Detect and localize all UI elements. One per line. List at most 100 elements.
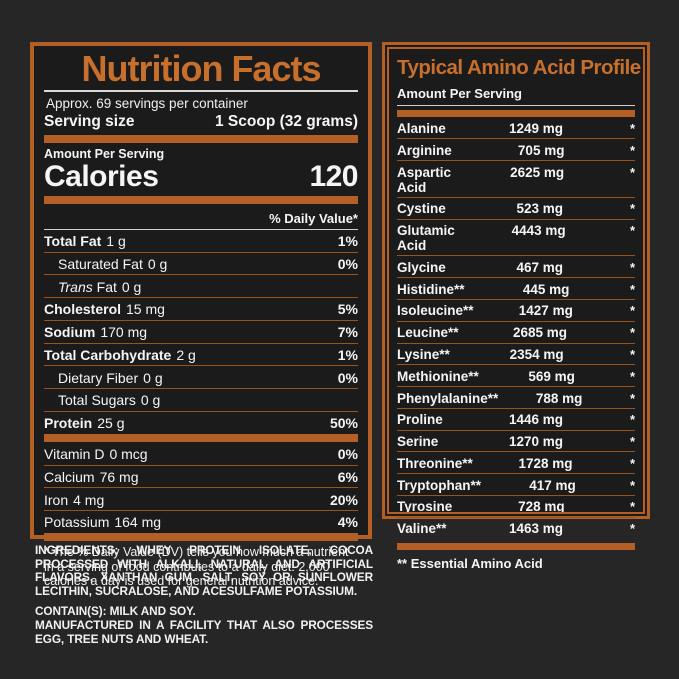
amount-per-serving-label: Amount Per Serving [44, 146, 165, 161]
asterisk-mark: * [629, 223, 635, 239]
nutrient-row-total-carbohydrate: Total Carbohydrate 2 g 1% [44, 342, 358, 366]
amino-name: Tryptophan** [397, 477, 482, 493]
nutrient-daily-value: 0% [337, 255, 358, 272]
nutrient-row-saturated-fat: Saturated Fat 0 g 0% [44, 251, 358, 275]
nutrient-name: Iron 4 mg [44, 491, 105, 508]
thick-divider-bar [44, 433, 358, 442]
manufactured-text: MANUFACTURED IN A FACILITY THAT ALSO PRO… [35, 617, 373, 646]
amino-name: Methionine** [397, 368, 479, 384]
amino-row-tryptophan: Tryptophan** 417 mg * [397, 474, 635, 497]
thick-divider-bar [44, 532, 358, 541]
calories-value: 120 [309, 159, 358, 193]
amino-amount: 467 mg [516, 259, 563, 275]
ingredients-text: INGREDIENTS: WHEY PROTEIN ISOLATE, COCOA… [35, 543, 373, 598]
serving-size-label: Serving size [44, 112, 135, 130]
amino-row-glycine: Glycine 467 mg * [397, 256, 635, 279]
serving-size-value: 1 Scoop (32 grams) [215, 112, 358, 130]
asterisk-mark: * [629, 477, 635, 493]
asterisk-mark: * [629, 325, 635, 341]
amino-row-threonine: Threonine** 1728 mg * [397, 452, 635, 475]
nutrient-row-cholesterol: Cholesterol 15 mg 5% [44, 297, 358, 320]
amino-name: Phenylalanine** [397, 390, 499, 406]
nutrient-daily-value: 4% [337, 514, 358, 531]
thick-divider-bar [397, 109, 635, 117]
nutrient-name: Total Fat 1 g [44, 232, 126, 249]
nutrient-amount: 0 g [121, 278, 142, 295]
nutrient-amount: 4 mg [73, 491, 105, 508]
asterisk-mark: * [629, 120, 635, 136]
servings-per-container: Approx. 69 servings per container [46, 95, 248, 111]
nutrition-facts-panel: Nutrition Facts Approx. 69 servings per … [30, 42, 372, 588]
asterisk-mark: * [629, 390, 635, 406]
nutrient-name: Sodium 170 mg [44, 324, 148, 341]
asterisk-mark: * [629, 164, 635, 180]
nutrient-daily-value: 1% [337, 346, 358, 363]
nutrient-rows: Total Fat 1 g 1% Saturated Fat 0 g 0% Trans Fa… [44, 230, 358, 541]
amino-name: Serine [397, 434, 439, 450]
asterisk-mark: * [629, 499, 635, 515]
amino-row-alanine: Alanine 1249 mg * [397, 118, 635, 140]
asterisk-mark: * [629, 303, 635, 319]
nutrient-daily-value: 0% [337, 369, 358, 386]
amino-row-methionine: Methionine** 569 mg * [397, 365, 635, 388]
amino-row-tyrosine: Tyrosine 728 mg * [397, 496, 635, 518]
amino-acid-panel: Typical Amino Acid Profile Amount Per Se… [382, 42, 650, 571]
asterisk-mark: * [629, 368, 635, 384]
nutrient-daily-value: 5% [337, 301, 358, 318]
amino-name: Isoleucine** [397, 303, 474, 319]
amino-row-histidine: Histidine** 445 mg * [397, 278, 635, 301]
contains-text: CONTAIN(S): MILK AND SOY. [35, 604, 196, 619]
amino-amount: 569 mg [528, 368, 575, 384]
nutrient-name: Dietary Fiber 0 g [58, 369, 163, 386]
amino-amount: 445 mg [522, 281, 570, 297]
nutrient-daily-value: 1% [337, 232, 358, 249]
amino-amount: 2685 mg [513, 325, 568, 341]
asterisk-mark: * [629, 142, 635, 158]
nutrient-daily-value: 50% [329, 415, 358, 432]
nutrient-row-sodium: Sodium 170 mg 7% [44, 319, 358, 343]
amino-row-leucine: Leucine** 2685 mg * [397, 322, 635, 344]
amino-amount: 1728 mg [518, 455, 573, 471]
asterisk-mark: * [629, 521, 635, 537]
daily-value-header: % Daily Value* [44, 208, 358, 230]
nutrient-row-dietary-fiber: Dietary Fiber 0 g 0% [44, 365, 358, 388]
nutrient-amount: 0 mcg [109, 446, 148, 463]
nutrient-name: Saturated Fat 0 g [58, 255, 168, 272]
amino-name: Threonine** [397, 455, 473, 471]
nutrient-amount: 0 g [143, 369, 163, 386]
nutrient-amount: 170 mg [100, 324, 148, 341]
nutrient-name: Protein 25 g [44, 415, 125, 432]
amino-row-proline: Proline 1446 mg * [397, 409, 635, 431]
amino-amount: 1270 mg [508, 434, 563, 450]
nutrient-name: Total Carbohydrate 2 g [44, 346, 196, 363]
asterisk-mark: * [629, 455, 635, 471]
asterisk-mark: * [629, 259, 635, 275]
nutrient-daily-value: 7% [337, 324, 358, 341]
amino-row-aspartic-acid: Aspartic Acid 2625 mg * [397, 161, 635, 198]
nutrient-name: Total Sugars 0 g [58, 392, 161, 409]
amino-amount: 2625 mg [510, 164, 565, 180]
amino-row-phenylalanine: Phenylalanine** 788 mg * [397, 387, 635, 409]
amino-name: Leucine** [397, 325, 459, 341]
amino-name: Aspartic Acid [397, 164, 452, 195]
nutrient-name: Potassium 164 mg [44, 514, 162, 531]
daily-value-footnote: * The % Daily Value (DV) tells you how m… [44, 544, 349, 589]
thick-divider-bar [44, 134, 358, 143]
amino-name: Glycine [397, 259, 446, 275]
nutrient-amount: 1 g [106, 232, 126, 249]
amino-amount: 1446 mg [508, 412, 563, 428]
amino-amount: 788 mg [535, 390, 583, 406]
nutrient-row-potassium: Potassium 164 mg 4% [44, 510, 358, 533]
amino-row-serine: Serine 1270 mg * [397, 431, 635, 453]
nutrient-amount: 0 g [140, 392, 161, 409]
amino-row-lysine: Lysine** 2354 mg * [397, 344, 635, 366]
asterisk-mark: * [629, 281, 635, 297]
serving-size-row: Serving size 1 Scoop (32 grams) [44, 113, 358, 131]
nutrient-name: Calcium 76 mg [44, 468, 139, 485]
amino-name: Glutamic Acid [397, 223, 455, 254]
nutrient-daily-value: 20% [329, 491, 358, 508]
amino-amount-per-serving-label: Amount Per Serving [397, 86, 635, 106]
nutrient-amount: 25 g [97, 415, 125, 432]
asterisk-mark: * [629, 346, 635, 362]
